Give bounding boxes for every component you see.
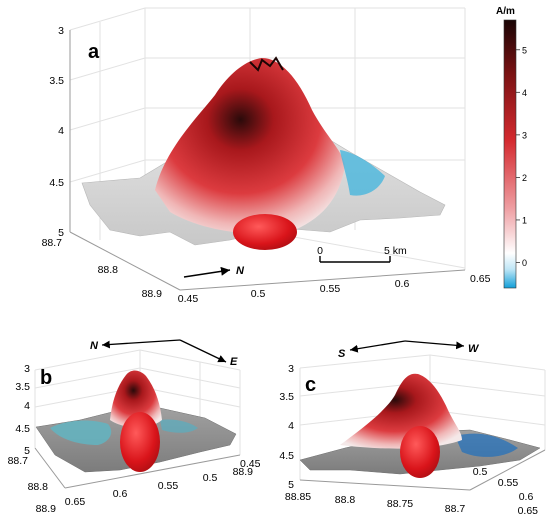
scale-bar-end: 5 km xyxy=(384,245,407,257)
colorbar: A/m 5 4 3 2 1 0 xyxy=(496,6,527,289)
panel-c-x-ticks: 0.5 0.55 0.6 0.65 xyxy=(473,466,538,517)
panel-c-compass: S W xyxy=(338,340,480,360)
a-z-tick: 3 xyxy=(58,25,64,37)
panel-b-blue-anomaly xyxy=(50,420,112,445)
panel-c-label: c xyxy=(305,374,316,396)
scale-bar-start: 0 xyxy=(317,245,323,257)
a-x-tick: 0.45 xyxy=(178,293,199,305)
scale-bar: 0 5 km xyxy=(317,245,407,263)
panel-a-x-ticks: 0.45 0.5 0.55 0.6 0.65 xyxy=(178,273,491,305)
panel-a-surface xyxy=(81,56,446,250)
b-x-tick: 0.55 xyxy=(158,480,179,492)
a-x-tick: 0.65 xyxy=(470,273,491,285)
c-y-tick: 88.7 xyxy=(445,503,466,515)
a-y-tick: 88.8 xyxy=(98,264,119,276)
panel-a-z-ticks: 3 3.5 4 4.5 5 xyxy=(49,25,64,239)
b-x-tick: 0.65 xyxy=(65,496,86,508)
c-x-tick: 0.6 xyxy=(519,491,534,503)
panel-b-grid xyxy=(34,349,241,455)
panel-c-west-label: W xyxy=(468,343,480,355)
b-z-tick: 4.5 xyxy=(15,423,30,435)
panel-c-z-ticks: 3 3.5 4 4.5 5 xyxy=(279,363,294,491)
c-y-tick: 88.75 xyxy=(387,498,413,510)
colorbar-tick-label: 1 xyxy=(522,215,527,225)
panel-c-axes xyxy=(299,449,546,491)
panel-a: 3 3.5 4 4.5 5 88.7 88.8 88.9 0.45 0.5 0.… xyxy=(42,7,491,305)
b-y-tick: 88.8 xyxy=(28,481,49,493)
a-x-tick: 0.5 xyxy=(251,288,266,300)
panel-c-body xyxy=(400,426,440,478)
colorbar-tick-label: 4 xyxy=(522,88,527,98)
c-z-tick: 4.5 xyxy=(279,450,294,462)
colorbar-tick-label: 5 xyxy=(522,45,527,55)
c-z-tick: 5 xyxy=(288,479,294,491)
colorbar-gradient xyxy=(503,19,517,289)
b-z-tick: 3 xyxy=(24,363,30,375)
panel-b: 3 3.5 4 4.5 5 88.7 88.8 88.9 0.65 0.6 0.… xyxy=(8,339,261,515)
panel-b-x-ticks: 0.65 0.6 0.55 0.5 0.45 xyxy=(65,458,261,508)
b-x-tick: 0.6 xyxy=(113,488,128,500)
panel-b-z-ticks: 3 3.5 4 4.5 5 xyxy=(15,363,30,457)
panel-c-blue-anomaly xyxy=(455,433,518,457)
a-y-tick: 88.7 xyxy=(42,237,63,249)
c-z-tick: 4 xyxy=(288,420,294,432)
panel-b-east-label: E xyxy=(230,356,238,368)
colorbar-tick-label: 2 xyxy=(522,173,527,183)
c-left-tick: 88.9 xyxy=(233,466,254,478)
panel-c-south-label: S xyxy=(338,348,346,360)
panel-b-compass: N E xyxy=(90,339,238,368)
c-x-tick: 0.5 xyxy=(473,466,488,478)
b-x-tick: 0.5 xyxy=(203,472,218,484)
c-x-tick: 0.65 xyxy=(518,505,539,517)
panel-a-y-ticks: 88.7 88.8 88.9 xyxy=(42,237,163,300)
b-z-tick: 5 xyxy=(24,445,30,457)
colorbar-tick-label: 3 xyxy=(522,130,527,140)
a-z-tick: 3.5 xyxy=(49,75,64,87)
north-label: N xyxy=(236,265,245,277)
panel-b-blue-anomaly xyxy=(160,419,198,433)
b-z-tick: 3.5 xyxy=(15,381,30,393)
panel-b-axes xyxy=(34,447,241,489)
a-x-tick: 0.55 xyxy=(320,283,341,295)
a-z-tick: 4.5 xyxy=(49,177,64,189)
a-z-tick: 5 xyxy=(58,227,64,239)
panel-b-label: b xyxy=(40,367,52,389)
c-z-tick: 3.5 xyxy=(279,391,294,403)
a-y-tick: 88.9 xyxy=(142,288,163,300)
panel-a-axes xyxy=(69,30,466,291)
panel-c-peak xyxy=(340,373,462,449)
panel-b-peak xyxy=(110,370,162,428)
a-x-tick: 0.6 xyxy=(395,278,410,290)
panel-c-y-ticks: 88.85 88.8 88.75 88.7 xyxy=(285,491,466,515)
north-arrow xyxy=(183,266,231,278)
a-z-tick: 4 xyxy=(58,125,64,137)
c-x-tick: 0.55 xyxy=(498,477,519,489)
panel-b-y-ticks: 88.7 88.8 88.9 xyxy=(8,455,57,515)
b-y-tick: 88.7 xyxy=(8,455,29,467)
panel-b-body xyxy=(120,412,160,472)
panel-c: 3 3.5 4 4.5 5 88.9 88.85 88.8 88.75 88.7… xyxy=(233,340,546,517)
c-y-tick: 88.85 xyxy=(285,491,311,503)
c-z-tick: 3 xyxy=(288,363,294,375)
c-y-tick: 88.8 xyxy=(335,494,356,506)
b-z-tick: 4 xyxy=(24,400,30,412)
panel-a-label: a xyxy=(88,41,100,63)
b-y-tick: 88.9 xyxy=(36,503,57,515)
colorbar-tick-label: 0 xyxy=(522,258,527,268)
colorbar-unit: A/m xyxy=(496,6,515,17)
panel-b-north-label: N xyxy=(90,340,99,352)
b-x-tick: 0.45 xyxy=(240,458,261,470)
